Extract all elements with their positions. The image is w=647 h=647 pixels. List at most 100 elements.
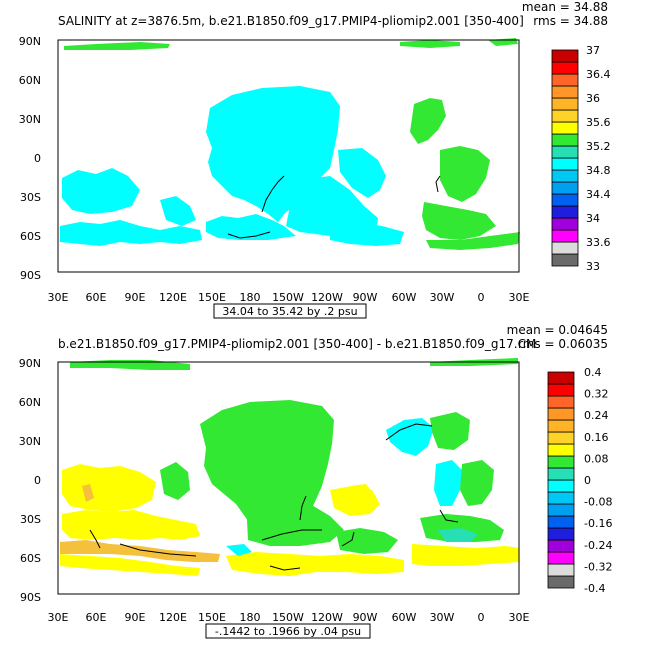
p2-lon-90w: 90W xyxy=(353,611,378,624)
p1-lon-60w: 60W xyxy=(392,291,417,304)
p1-southern-band xyxy=(60,220,202,246)
p1-arctic-right xyxy=(488,38,518,46)
p2-lat-60s: 60S xyxy=(20,552,41,565)
p1-lon-120w: 120W xyxy=(311,291,343,304)
p1-east-pacific xyxy=(338,148,386,198)
p1-colorbar-box xyxy=(551,229,579,243)
p2-atlantic-south xyxy=(420,514,504,542)
p1-arctic-strip xyxy=(64,42,170,50)
p1-colorbar-label: 35.6 xyxy=(586,116,611,129)
panel-1-map xyxy=(57,38,520,273)
p2-contour-b xyxy=(119,543,197,557)
p2-colorbar-box xyxy=(547,551,575,565)
p1-atlantic-tropical xyxy=(440,146,490,202)
p1-colorbar-box xyxy=(551,253,579,267)
p1-lon-120e: 120E xyxy=(159,291,187,304)
panel-1: mean = 34.88 rms = 34.88 SALINITY at z=3… xyxy=(19,0,611,319)
p1-atlantic-south xyxy=(422,202,496,240)
panel-2-title: b.e21.B1850.f09_g17.PMIP4-pliomip2.001 [… xyxy=(58,337,536,351)
p2-lat-90n: 90N xyxy=(19,357,41,370)
p2-lon-60w: 60W xyxy=(392,611,417,624)
panel-1-contours xyxy=(227,175,441,239)
p1-colorbar-label: 36.4 xyxy=(586,68,611,81)
panel-2-lat-axis: 90N 60N 30N 0 30S 60S 90S xyxy=(19,357,41,604)
p2-atlantic-north xyxy=(386,418,434,456)
panel-2-rms: rms = 0.06035 xyxy=(518,337,608,351)
p1-colorbar-label: 33.6 xyxy=(586,236,611,249)
panel-1-ocean-field xyxy=(60,38,520,250)
p1-lat-60s: 60S xyxy=(20,230,41,243)
p1-colorbar-box xyxy=(551,121,579,135)
p2-contour-h xyxy=(269,565,301,571)
p2-lon-60e: 60E xyxy=(86,611,107,624)
p2-atlantic-trop-green xyxy=(460,460,494,506)
p2-colorbar-box xyxy=(547,455,575,469)
p2-atlantic-south-cyan xyxy=(438,528,478,542)
panel-1-lon-axis: 30E 60E 90E 120E 150E 180 150W 120W 90W … xyxy=(48,291,530,304)
p1-colorbar-label: 34 xyxy=(586,212,600,225)
p1-lon-90e: 90E xyxy=(125,291,146,304)
p2-colorbar-label: -0.4 xyxy=(584,582,605,595)
p1-lat-60n: 60N xyxy=(19,74,41,87)
panel-1-mean: mean = 34.88 xyxy=(522,0,608,14)
p2-colorbar-box xyxy=(547,563,575,577)
panel-1-contour-info-box xyxy=(213,303,367,319)
p2-colorbar-label: 0.4 xyxy=(584,366,602,379)
p1-lon-60e: 60E xyxy=(86,291,107,304)
p2-lon-150w: 150W xyxy=(272,611,304,624)
p1-colorbar-label: 36 xyxy=(586,92,600,105)
panel-2-map xyxy=(57,358,520,595)
p2-lon-90e: 90E xyxy=(125,611,146,624)
p2-colorbar-label: -0.08 xyxy=(584,496,612,509)
panel-2-colorbar: -0.4 -0.32 -0.24 -0.16 -0.08 0 0.08 0.16 0.24 0.3… xyxy=(547,366,612,595)
p2-lon-180: 180 xyxy=(240,611,261,624)
p1-lon-30w: 30W xyxy=(430,291,455,304)
p2-lon-30w: 30W xyxy=(430,611,455,624)
p1-lat-0: 0 xyxy=(34,152,41,165)
p1-lon-180: 180 xyxy=(240,291,261,304)
p1-indian xyxy=(62,168,140,214)
p1-colorbar-box xyxy=(551,49,579,63)
p1-colorbar-box xyxy=(551,145,579,159)
panel-2: mean = 0.04645 rms = 0.06035 b.e21.B1850… xyxy=(19,323,612,639)
p2-colorbar-box xyxy=(547,479,575,493)
p2-southern-atlantic xyxy=(412,544,519,566)
p2-colorbar-box xyxy=(547,371,575,385)
p1-colorbar-label: 34.4 xyxy=(586,188,611,201)
panel-2-lon-axis: 30E 60E 90E 120E 150E 180 150W 120W 90W … xyxy=(48,611,530,624)
p2-lon-150e: 150E xyxy=(198,611,226,624)
p2-lon-0: 0 xyxy=(478,611,485,624)
p1-lon-30e: 30E xyxy=(48,291,69,304)
p1-lat-30n: 30N xyxy=(19,113,41,126)
p2-contour-a xyxy=(261,529,322,541)
p1-colorbar-box xyxy=(551,73,579,87)
p2-lon-30e-end: 30E xyxy=(509,611,530,624)
p2-lat-60n: 60N xyxy=(19,396,41,409)
p2-cyan-patch xyxy=(226,544,252,556)
p1-lat-30s: 30S xyxy=(20,191,41,204)
p2-lat-90s: 90S xyxy=(20,591,41,604)
p2-small-yellow xyxy=(350,484,374,498)
p2-colorbar-label: -0.32 xyxy=(584,560,612,573)
p2-colorbar-box xyxy=(547,467,575,481)
p1-lat-90s: 90S xyxy=(20,269,41,282)
p1-contour-a xyxy=(261,175,285,213)
p1-south-pacific xyxy=(206,214,296,240)
p2-colorbar-label: 0.24 xyxy=(584,409,609,422)
p1-colorbar-box xyxy=(551,217,579,231)
p2-colorbar-label: 0.32 xyxy=(584,388,609,401)
p1-colorbar-label: 33 xyxy=(586,260,600,273)
p1-colorbar-box xyxy=(551,85,579,99)
p1-colorbar-box xyxy=(551,205,579,219)
panel-2-frame xyxy=(57,361,520,595)
p2-lat-30n: 30N xyxy=(19,435,41,448)
p2-colorbar-label: 0 xyxy=(584,474,591,487)
p2-indian-yellow xyxy=(62,464,156,512)
p1-colorbar-box xyxy=(551,157,579,171)
p2-indian-south xyxy=(62,510,200,540)
p2-colorbar-box xyxy=(547,491,575,505)
p2-colorbar-box xyxy=(547,383,575,397)
p2-lat-30s: 30S xyxy=(20,513,41,526)
p1-colorbar-box xyxy=(551,181,579,195)
